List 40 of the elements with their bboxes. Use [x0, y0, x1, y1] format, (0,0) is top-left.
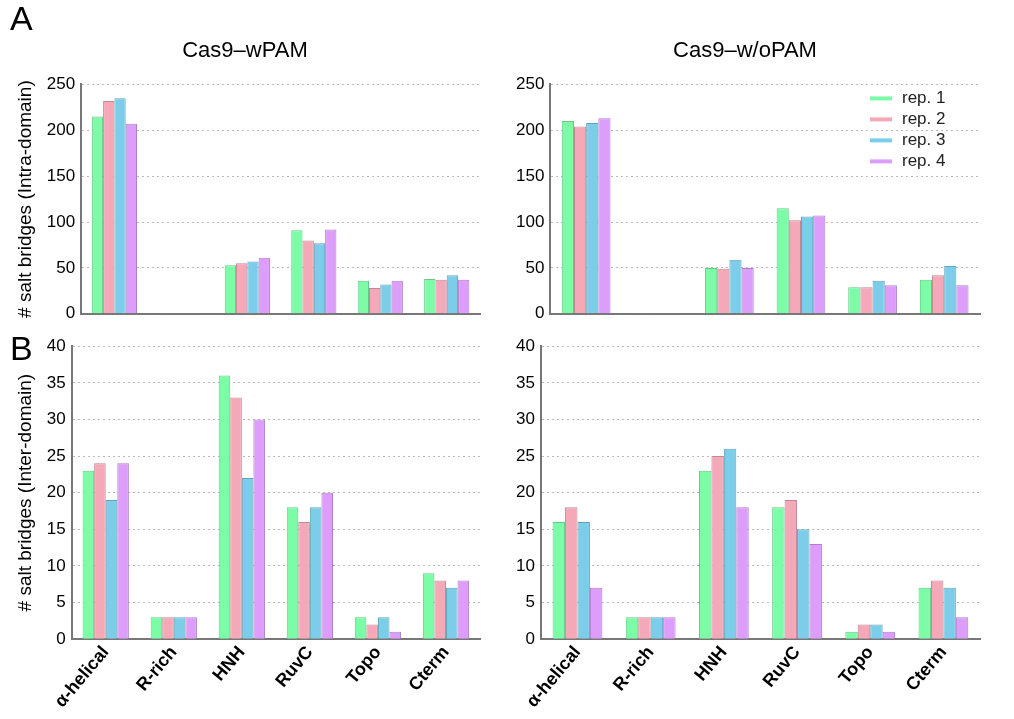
y-tick-label: 10 — [46, 555, 66, 575]
legend-label: rep. 2 — [902, 109, 946, 129]
y-tick-label: 40 — [515, 335, 535, 355]
legend-label: rep. 3 — [902, 130, 946, 150]
legend-label: rep. 1 — [902, 88, 946, 108]
y-tick-label: 20 — [515, 482, 535, 502]
y-axis-title: # salt bridges (Inter-domain) — [13, 373, 35, 612]
text: A — [10, 0, 33, 38]
y-tick-label: 25 — [46, 445, 66, 465]
chart-title: Cas9–wPAM — [182, 37, 308, 63]
y-tick-label: 50 — [56, 257, 76, 277]
y-tick-label: 15 — [515, 518, 535, 538]
y-tick-label: 10 — [515, 555, 535, 575]
y-tick-label: 15 — [46, 518, 66, 538]
y-tick-label: 35 — [46, 372, 66, 392]
y-tick-label: 100 — [46, 211, 76, 231]
y-tick-label: 30 — [46, 409, 66, 429]
y-tick-label: 5 — [525, 592, 535, 612]
legend-label: rep. 4 — [902, 151, 946, 171]
y-tick-label: 0 — [534, 303, 545, 323]
y-tick-label: 35 — [515, 372, 535, 392]
y-tick-label: 150 — [515, 165, 545, 185]
y-tick-label: 200 — [515, 119, 545, 139]
y-tick-label: 0 — [525, 628, 535, 648]
y-tick-label: 200 — [46, 119, 76, 139]
y-tick-label: 150 — [46, 165, 76, 185]
y-tick-label: 25 — [515, 445, 535, 465]
y-tick-label: 50 — [525, 257, 545, 277]
y-axis-title: # salt bridges (Intra-domain) — [13, 80, 35, 318]
y-tick-label: 5 — [56, 592, 66, 612]
y-tick-label: 20 — [46, 482, 66, 502]
y-tick-label: 100 — [515, 211, 545, 231]
y-tick-label: 250 — [515, 74, 545, 94]
y-tick-label: 30 — [515, 409, 535, 429]
y-tick-label: 0 — [56, 628, 66, 648]
y-tick-label: 0 — [65, 303, 76, 323]
chart-title: Cas9–w/oPAM — [673, 37, 817, 63]
y-tick-label: 250 — [46, 74, 76, 94]
y-tick-label: 40 — [46, 335, 66, 355]
text: B — [10, 329, 33, 368]
